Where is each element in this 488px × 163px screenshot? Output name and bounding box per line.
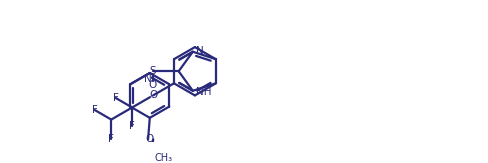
Text: F: F [92,105,98,115]
Text: F: F [129,121,135,131]
Text: N: N [144,74,152,84]
Text: S: S [149,66,156,76]
Text: F: F [113,93,119,103]
Text: F: F [108,133,114,144]
Text: NH: NH [196,87,211,97]
Text: CH₃: CH₃ [155,153,173,163]
Text: O: O [148,80,157,90]
Text: O: O [149,90,157,100]
Text: O: O [145,134,154,144]
Text: N: N [196,46,203,56]
